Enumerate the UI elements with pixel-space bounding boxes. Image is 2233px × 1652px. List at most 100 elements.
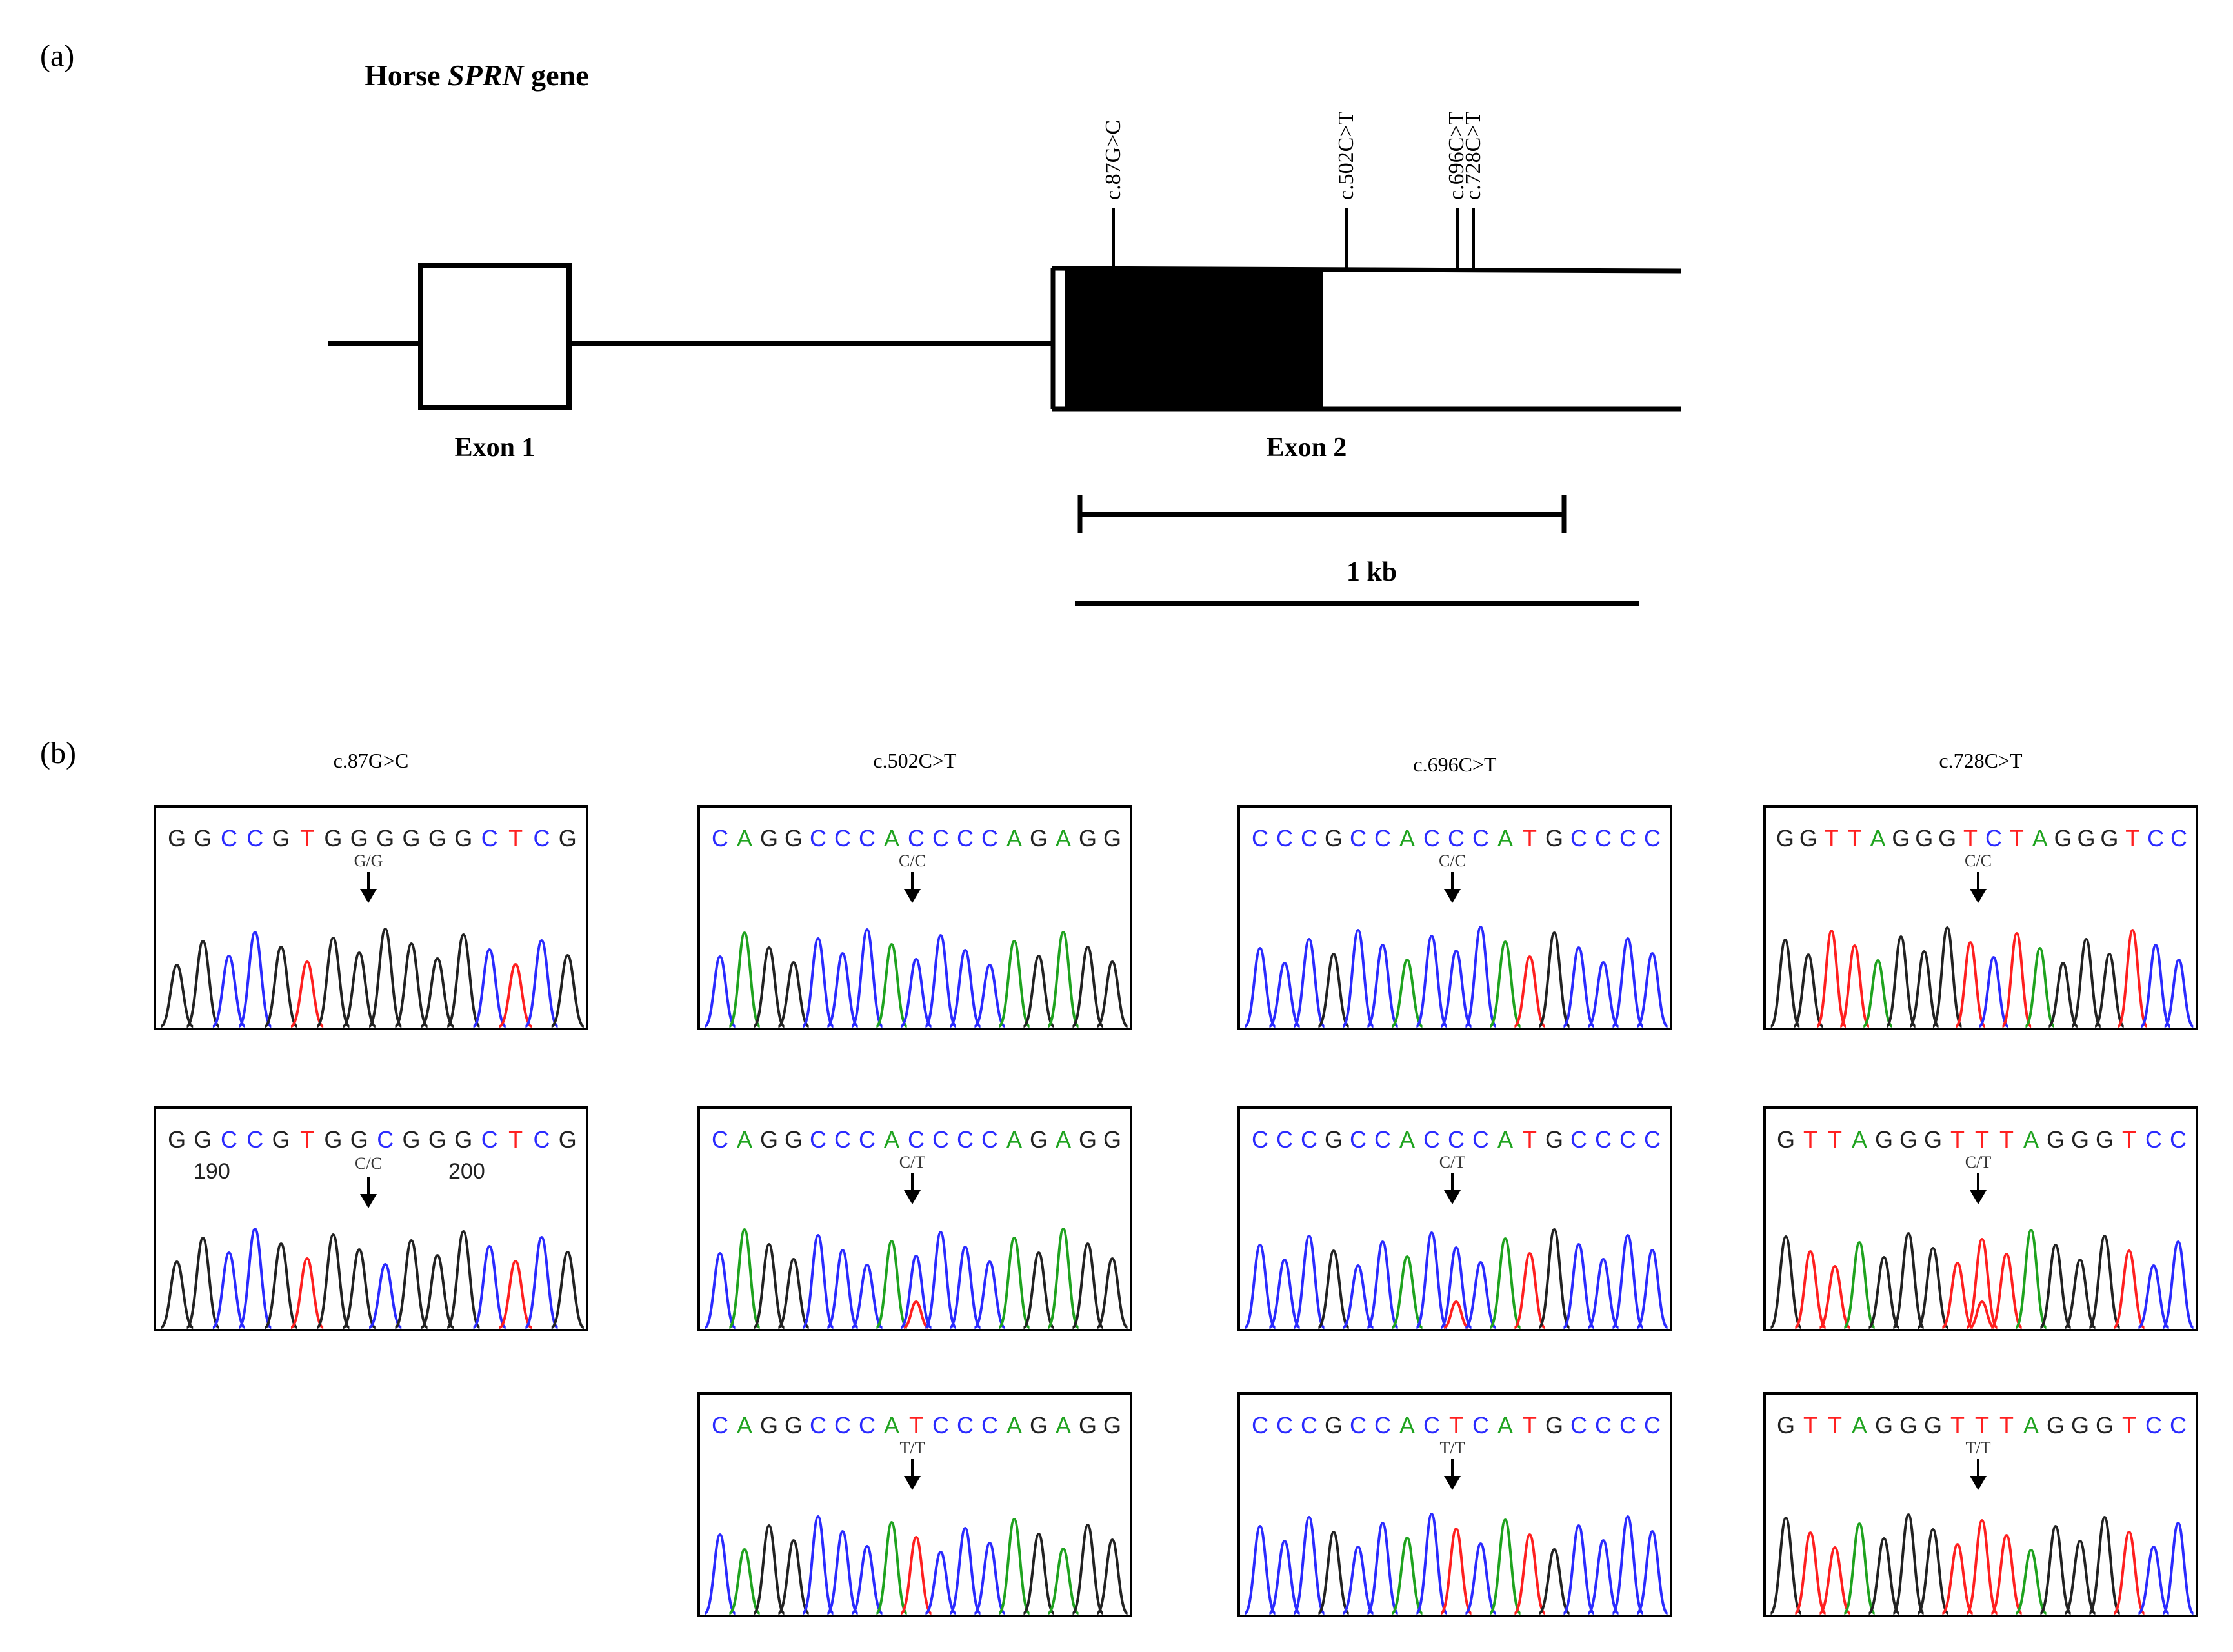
trace-peak (342, 951, 376, 1028)
genotype-label: T/T (1966, 1438, 1991, 1457)
trace-peak (1868, 1537, 1900, 1615)
trace-peak (1415, 1231, 1448, 1329)
trace-peak (1514, 955, 1546, 1028)
base-call: G (1899, 1126, 1918, 1153)
base-call: G (194, 1126, 212, 1153)
base-call: C (2170, 825, 2187, 851)
trace-peak (1819, 1264, 1851, 1329)
trace-peak (264, 1242, 298, 1329)
base-call: C (1374, 1412, 1391, 1438)
trace-peak (1892, 1513, 1925, 1615)
chromatogram: G G T T A G G G T C T A G G G T C CC/C (1763, 805, 2198, 1030)
base-call: C (1301, 1412, 1317, 1438)
chromatogram-frame (154, 805, 588, 1030)
trace-peak (1439, 949, 1473, 1028)
genotype-label: T/T (1440, 1438, 1465, 1457)
trace-peak (342, 1248, 377, 1329)
secondary-peak (1443, 1300, 1469, 1329)
base-call: G (350, 1126, 368, 1153)
trace-peak (1885, 935, 1917, 1028)
base-call: C (981, 1126, 998, 1153)
trace-peak (1439, 1527, 1473, 1615)
trace-peak (315, 1233, 351, 1329)
base-call: C (481, 825, 498, 851)
base-call: G (1325, 1412, 1343, 1438)
base-call: C (1570, 825, 1587, 851)
base-call: C (1276, 1412, 1293, 1438)
base-call: G (454, 825, 472, 851)
trace-peak (1562, 946, 1596, 1028)
genotype-label: C/C (899, 851, 926, 870)
base-call: G (376, 825, 394, 851)
base-call: C (2170, 1412, 2187, 1438)
trace-peak (1636, 1248, 1669, 1329)
base-call: C (2170, 1126, 2187, 1153)
trace-peak (1916, 1528, 1950, 1615)
base-call: C (1374, 825, 1391, 851)
base-call: T (2125, 825, 2139, 851)
genotype-label: C/C (1965, 851, 1992, 870)
base-call: C (712, 1126, 728, 1153)
trace-peak (2138, 1264, 2170, 1329)
trace-peak (2161, 1521, 2195, 1615)
base-call: A (1006, 825, 1022, 851)
gene-title: Horse SPRN gene (365, 59, 589, 92)
trace-peak (1415, 1512, 1448, 1615)
trace-peak (1047, 1547, 1079, 1615)
trace-peak (801, 1233, 835, 1329)
base-call: C (1570, 1412, 1587, 1438)
trace-peak (498, 962, 533, 1028)
trace-peak (1931, 926, 1963, 1028)
base-call: C (1301, 1126, 1317, 1153)
base-call: C (908, 825, 925, 851)
trace-peak (1440, 1246, 1472, 1329)
base-call: C (1252, 825, 1268, 851)
base-call: C (859, 1126, 876, 1153)
base-call: C (810, 825, 826, 851)
trace-peak (1096, 1538, 1128, 1615)
trace-peak (1636, 1529, 1669, 1615)
base-call: C (712, 1412, 728, 1438)
chromatogram: C C C G C C A C C C A T G C C C CC/T (1237, 1106, 1672, 1331)
chromatogram-frame (1237, 1392, 1672, 1617)
trace-peak (2163, 958, 2194, 1028)
base-call: G (1938, 825, 1956, 851)
base-call: G (1079, 1412, 1097, 1438)
trace-peak (237, 1227, 273, 1329)
genotype-label: T/T (900, 1438, 925, 1457)
trace-peak (1794, 1531, 1827, 1615)
trace-peak (1843, 1522, 1876, 1615)
trace-peak (1488, 1237, 1522, 1329)
chromatogram: C C C G C C A C T C A T G C C C CT/T (1237, 1392, 1672, 1617)
trace-peak (1096, 960, 1128, 1028)
trace-peak (1917, 1246, 1949, 1329)
chromatogram-frame (697, 1106, 1132, 1331)
trace-peak (752, 1524, 786, 1615)
base-call: T (1523, 825, 1537, 851)
base-call: C (932, 1412, 949, 1438)
trace-peak (394, 1239, 429, 1329)
trace-peak (1366, 1521, 1399, 1615)
snp-label-696: c.696C>T (1445, 112, 1468, 200)
base-call: C (1374, 1126, 1391, 1153)
base-call: A (1497, 1126, 1513, 1153)
base-call: T (300, 1126, 314, 1153)
trace-peak (875, 1520, 908, 1615)
base-call: C (981, 825, 998, 851)
base-call: A (884, 1412, 899, 1438)
trace-peak (2112, 1530, 2146, 1615)
trace-peak (1562, 1524, 1596, 1615)
trace-peak (2088, 1515, 2121, 1615)
base-call: T (2122, 1412, 2136, 1438)
base-call: A (737, 1126, 752, 1153)
genotype-label: C/T (1965, 1153, 1992, 1171)
trace-peak (1769, 1235, 1803, 1329)
snp-label-728: c.728C>T (1461, 112, 1485, 200)
base-call: T (909, 1412, 923, 1438)
base-call: T (1449, 1412, 1463, 1438)
trace-peak (1390, 1536, 1424, 1615)
base-call: A (1852, 1126, 1867, 1153)
base-call: G (2071, 1126, 2089, 1153)
trace-peak (1292, 1234, 1326, 1329)
